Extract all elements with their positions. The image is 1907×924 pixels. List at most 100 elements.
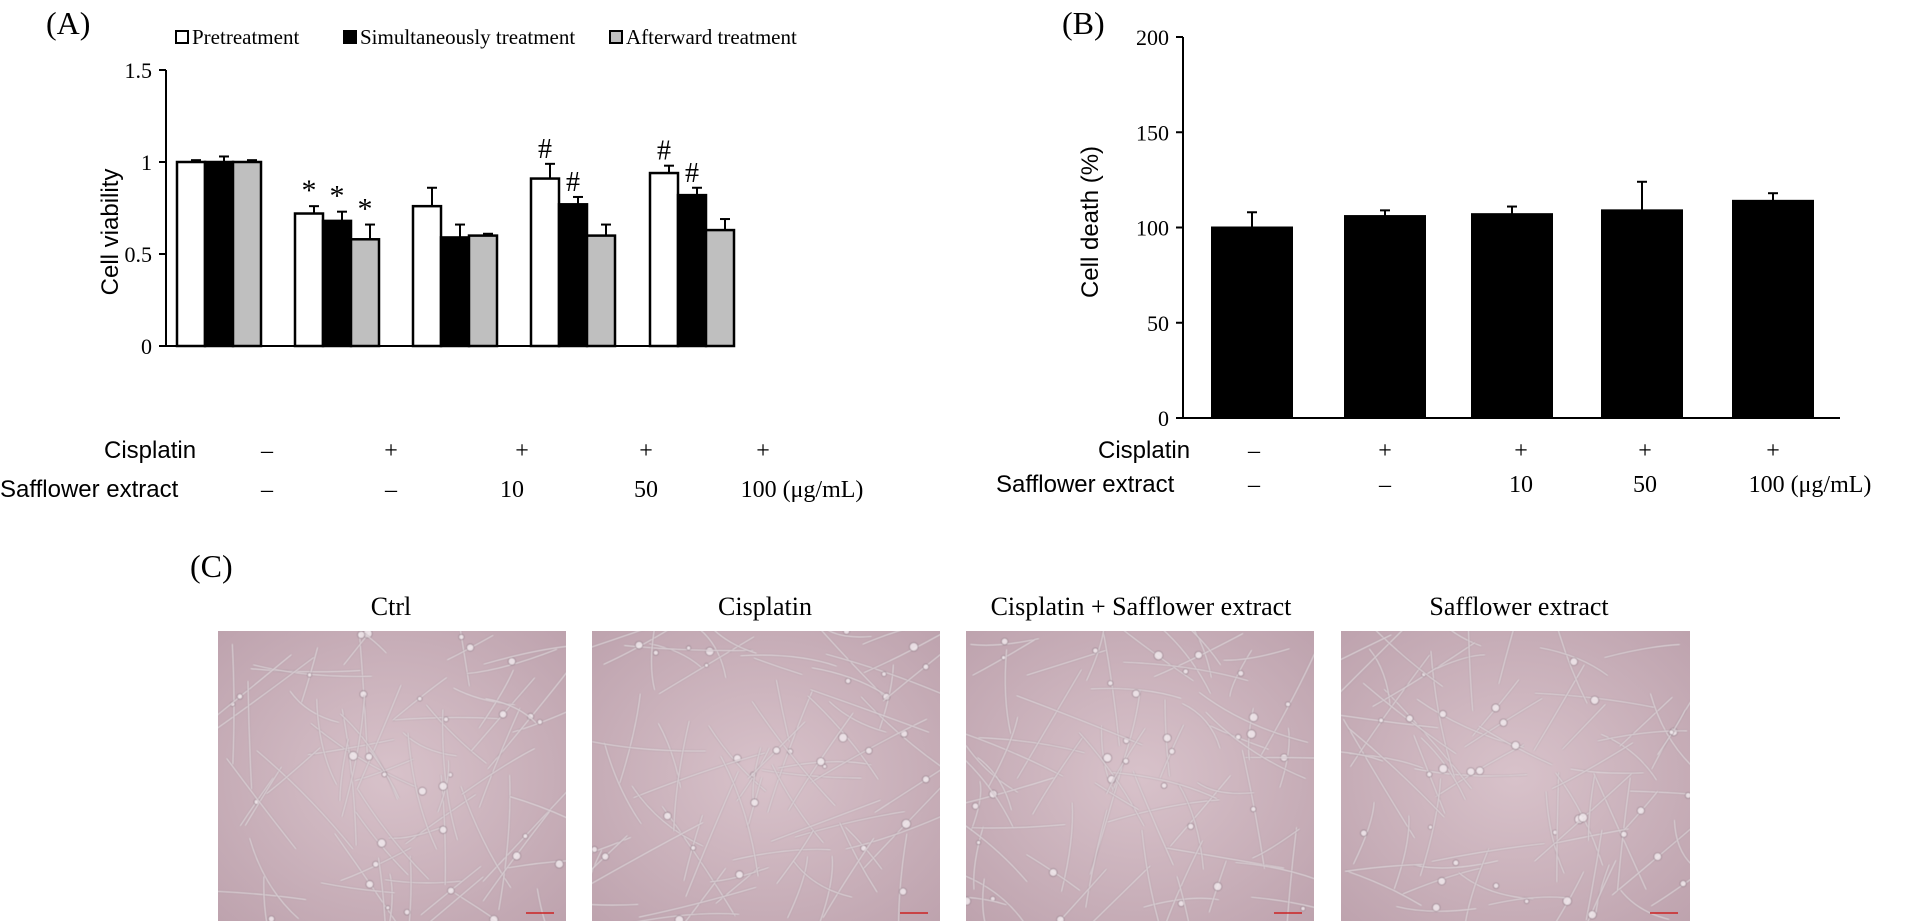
cell-body [218,890,307,901]
cell-nucleus [1511,740,1521,750]
cell-body [1123,661,1249,682]
cell-nucleus [735,870,744,879]
cell-body [966,875,1024,921]
cell-body [603,742,642,825]
cell-nucleus [750,798,759,807]
cell-body [714,631,757,654]
cell-body [982,878,986,921]
cell-body [437,760,450,813]
cell-body [1112,689,1141,792]
cell-body [1600,733,1658,781]
cell-nucleus [881,671,887,677]
cisplatin-value: – [260,438,274,464]
cell-nucleus [385,905,391,911]
cell-body [1235,861,1314,880]
photo-label-safflower: Safflower extract [1429,592,1609,621]
bar-afterward [467,234,499,348]
cell-nucleus [901,818,912,829]
cell-body [1554,828,1629,844]
cell-nucleus [498,710,508,719]
cell-body [776,829,815,885]
chart-b-ytick-label: 100 [1136,216,1169,241]
cell-body [1060,802,1074,892]
cell-body [966,760,1015,829]
cell-body [339,738,349,802]
cell-body [828,700,887,733]
cell-body [377,857,386,921]
cell-body [862,631,901,645]
cell-nucleus [976,840,982,846]
cell-body [1673,819,1690,864]
chart-b-ytick-label: 50 [1147,311,1169,336]
photo-cells [1341,631,1690,921]
safflower-value: – [1247,472,1261,498]
cell-nucleus [663,811,672,821]
photo-ctrl [218,631,566,921]
cell-body [1545,791,1565,874]
cell-body [1279,727,1290,788]
bar-pretreatment [648,171,680,348]
cell-nucleus [1679,880,1687,888]
row-label-safflower: Safflower extract [996,471,1175,498]
cell-nucleus [772,746,781,755]
cell-body [343,631,372,666]
cell-body [1341,751,1384,762]
cell-nucleus [1466,767,1476,776]
cell-body [1656,709,1686,756]
cell-body [1352,802,1375,865]
cell-nucleus [1168,747,1176,755]
chart-a-legend: Pretreatment Simultaneously treatment Afte… [175,25,797,49]
cell-nucleus [1475,766,1485,776]
cell-body [256,750,354,850]
safflower-value: – [384,477,398,503]
cisplatin-value: + [1514,438,1528,464]
cell-body [1597,730,1688,742]
cell-body [988,716,1019,787]
photo-cells [966,631,1314,921]
cell-body [483,645,566,665]
legend-label-pretreatment: Pretreatment [192,25,299,49]
cell-body [354,758,414,782]
photo-cisplatin [592,631,940,921]
safflower-value: 10 [1509,472,1533,498]
cell-nucleus [1569,657,1579,666]
cell-body [1623,790,1659,831]
cell-nucleus [1300,905,1306,912]
cell-body [1260,653,1314,756]
chart-a-ytick-label: 1 [141,150,152,175]
cell-nucleus [865,746,873,755]
cell-body [819,855,834,921]
chart-b-ytick-label: 150 [1136,120,1169,145]
chart-a: Pretreatment Simultaneously treatment Afte… [0,25,863,503]
cell-nucleus [922,663,930,671]
cell-body [1106,727,1146,795]
cell-body [1419,778,1442,877]
cisplatin-value: + [756,438,770,464]
cell-body [810,689,930,733]
bar-cell-death [1471,213,1553,419]
significance-mark: * [330,180,345,213]
cell-nucleus [922,775,930,784]
cell-nucleus [822,764,828,769]
cell-nucleus [592,846,598,853]
cell-body [977,757,1013,811]
cell-body [1561,703,1606,750]
cell-nucleus [1590,695,1600,705]
bar-cell-death [1732,199,1814,419]
cell-nucleus [236,693,244,700]
safflower-value: – [1378,472,1392,498]
cell-body [753,657,803,676]
safflower-value: 10 [500,477,524,503]
cell-nucleus [447,886,455,895]
cell-nucleus [489,915,499,921]
legend-label-afterward: Afterward treatment [626,25,797,49]
safflower-value: 50 [1633,472,1657,498]
cell-body [1585,829,1603,921]
row-label-cisplatin: Cisplatin [1098,437,1190,464]
cell-nucleus [1162,733,1172,743]
cell-body [1090,687,1182,699]
cell-body [767,690,814,813]
bar-cell-death [1601,209,1683,419]
bar-afterward [704,228,736,348]
cell-body [619,693,641,784]
